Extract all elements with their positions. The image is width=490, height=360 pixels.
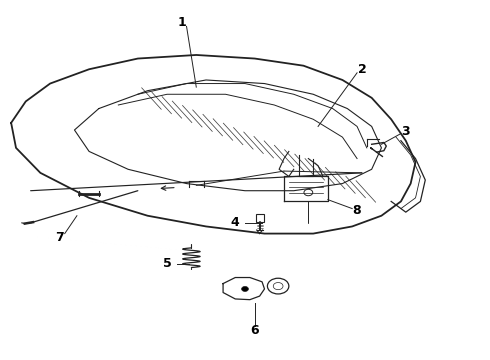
Text: 6: 6 — [250, 324, 259, 337]
Circle shape — [242, 287, 248, 292]
Text: 8: 8 — [353, 204, 361, 217]
Text: 1: 1 — [177, 16, 186, 29]
Text: 4: 4 — [231, 216, 240, 229]
Text: 7: 7 — [55, 231, 64, 244]
Circle shape — [273, 283, 283, 290]
Text: 5: 5 — [163, 257, 172, 270]
Circle shape — [304, 189, 313, 196]
Text: 2: 2 — [358, 63, 367, 76]
FancyBboxPatch shape — [256, 213, 264, 222]
Text: 3: 3 — [401, 125, 410, 138]
Circle shape — [268, 278, 289, 294]
